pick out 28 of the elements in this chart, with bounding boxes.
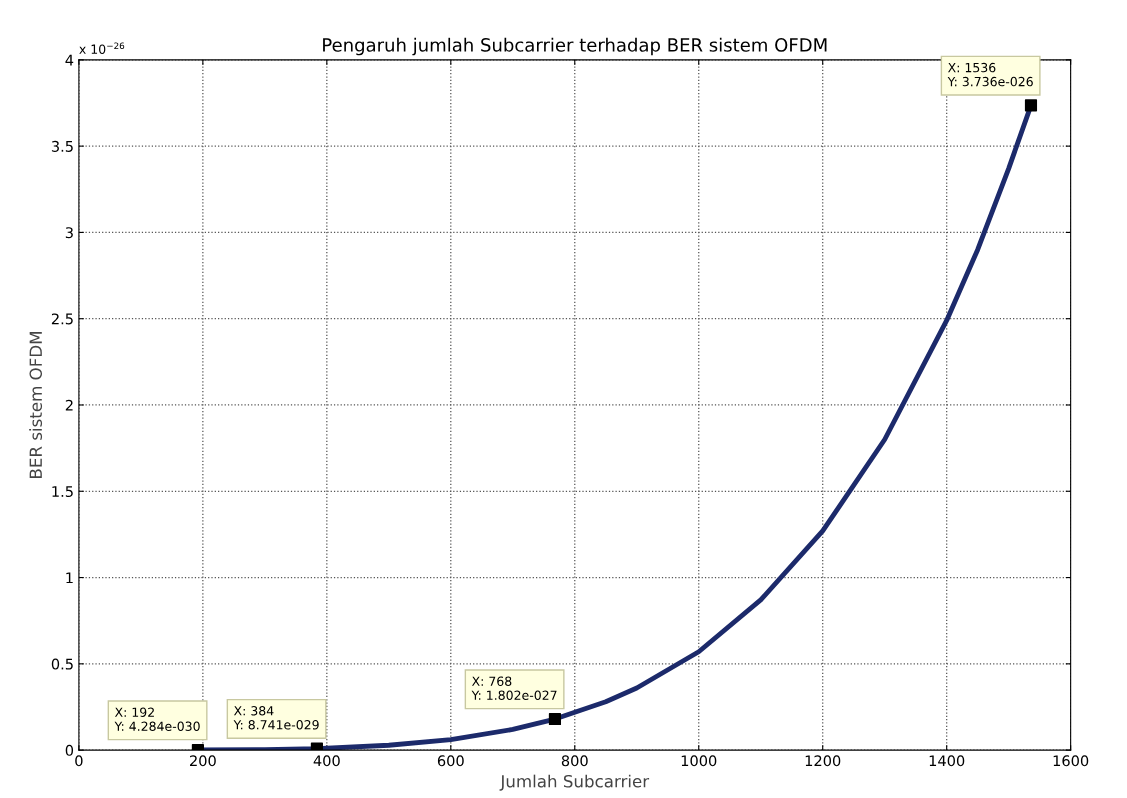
point xyxy=(1024,99,1038,112)
x-tick-label: 200 xyxy=(190,755,216,767)
text: x 10$^{−26}$ xyxy=(79,42,125,54)
y-tick-label: 0.5 xyxy=(51,658,73,670)
x-tick-label: 800 xyxy=(561,755,588,767)
y-tick-label: 2 xyxy=(65,399,73,411)
x-axis-title: Jumlah Subcarrier xyxy=(499,774,650,791)
x-tick-label: 1400 xyxy=(929,755,965,767)
chart-title: Pengaruh jumlah Subcarrier terhadap BER sistem OFDM xyxy=(323,37,827,56)
y-tick-label: 2.5 xyxy=(51,313,73,325)
y-tick-label: 3 xyxy=(65,227,73,239)
x-tick-label: 0 xyxy=(75,755,83,767)
annotation: X: 192 Y: 4.284e-030 xyxy=(114,707,200,731)
x-tick-label: 600 xyxy=(437,755,464,767)
y-tick-label: 1 xyxy=(66,572,73,584)
x-tick-label: 1000 xyxy=(681,755,717,767)
annotation: X: 384 Y: 8.741e-029 xyxy=(233,706,319,730)
y-axis-title: BER sistem OFDM xyxy=(29,332,43,478)
y-tick-label: 1.5 xyxy=(52,486,73,498)
y-tick-label: 0 xyxy=(65,744,74,756)
y-tick-label: 3.5 xyxy=(51,140,73,152)
x-tick-label: 1600 xyxy=(1053,755,1089,767)
annotation: X: 1536 Y: 3.736e-026 xyxy=(947,62,1033,87)
x-tick-label: 400 xyxy=(313,755,340,767)
annotation: X: 768 Y: 1.802e-027 xyxy=(471,676,557,700)
x-tick-label: 1200 xyxy=(805,755,841,767)
point xyxy=(548,712,562,726)
y-tick-label: 4 xyxy=(65,54,74,66)
